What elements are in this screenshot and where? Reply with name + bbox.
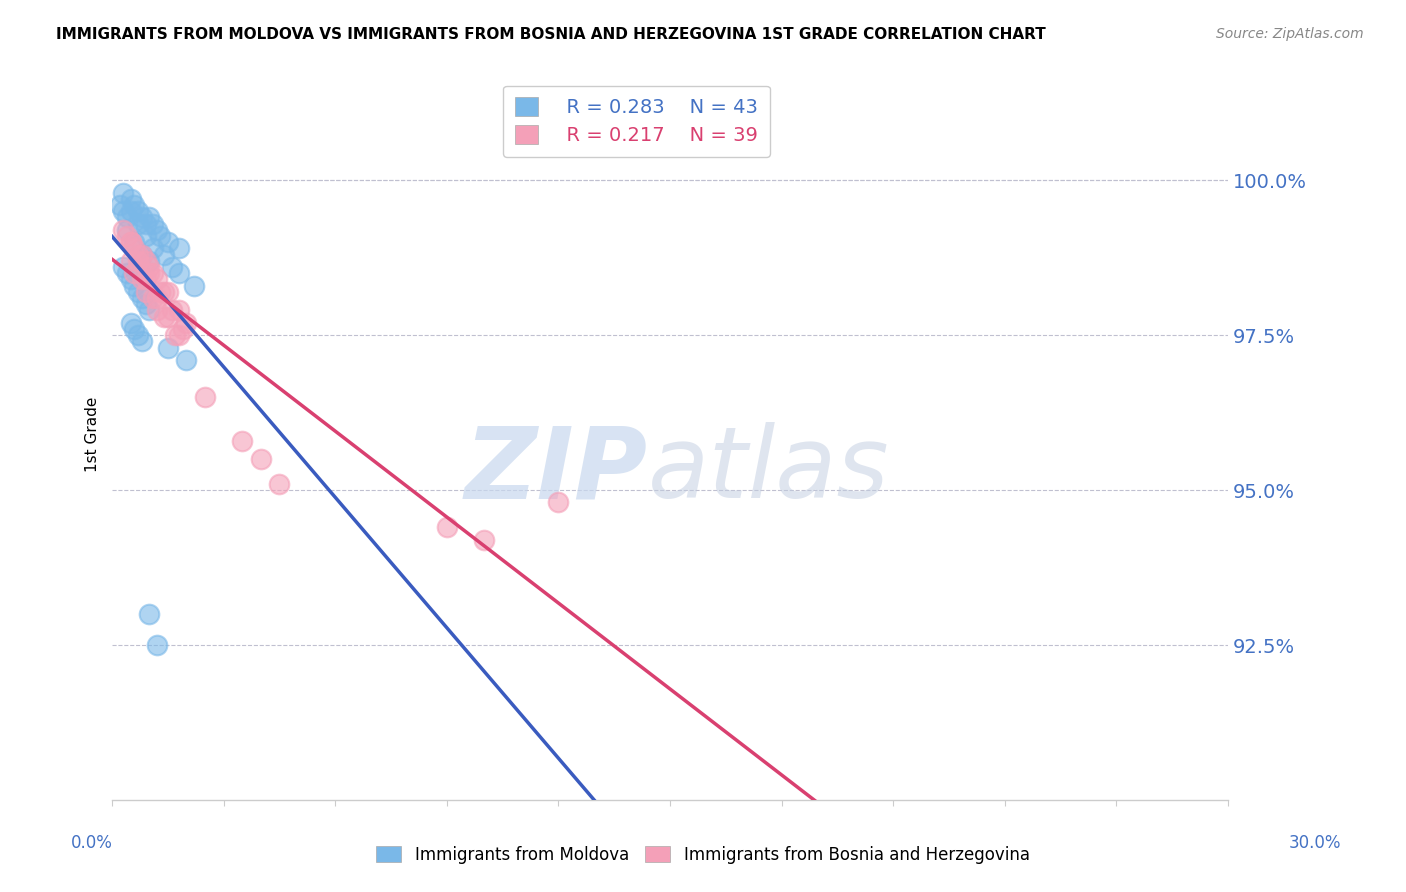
Point bbox=[156, 341, 179, 355]
Point bbox=[156, 285, 179, 299]
Point bbox=[167, 303, 190, 318]
Point bbox=[165, 328, 187, 343]
Point bbox=[127, 285, 149, 299]
Legend:   R = 0.283    N = 43,   R = 0.217    N = 39: R = 0.283 N = 43, R = 0.217 N = 39 bbox=[503, 86, 769, 157]
Point bbox=[131, 247, 153, 261]
Point bbox=[142, 291, 165, 305]
Point bbox=[135, 253, 157, 268]
Point bbox=[145, 223, 167, 237]
Point bbox=[127, 328, 149, 343]
Point bbox=[135, 272, 157, 286]
Point bbox=[124, 235, 146, 249]
Text: 30.0%: 30.0% bbox=[1288, 834, 1341, 852]
Point bbox=[112, 223, 135, 237]
Point bbox=[183, 278, 205, 293]
Point bbox=[145, 303, 167, 318]
Point bbox=[149, 228, 172, 243]
Point bbox=[127, 247, 149, 261]
Point bbox=[160, 303, 183, 318]
Point bbox=[127, 217, 149, 231]
Point bbox=[145, 291, 167, 305]
Point bbox=[131, 334, 153, 349]
Point bbox=[115, 223, 138, 237]
Point bbox=[149, 285, 172, 299]
Point bbox=[231, 434, 253, 448]
Point bbox=[194, 390, 217, 404]
Point bbox=[138, 266, 160, 280]
Point bbox=[127, 204, 149, 219]
Point bbox=[138, 253, 160, 268]
Point bbox=[176, 316, 198, 330]
Point bbox=[112, 260, 135, 274]
Point bbox=[124, 198, 146, 212]
Point bbox=[131, 247, 153, 261]
Point bbox=[269, 476, 291, 491]
Y-axis label: 1st Grade: 1st Grade bbox=[86, 397, 100, 472]
Text: atlas: atlas bbox=[648, 423, 889, 519]
Point bbox=[142, 241, 165, 255]
Point bbox=[436, 520, 458, 534]
Point bbox=[250, 452, 273, 467]
Point bbox=[120, 204, 142, 219]
Point bbox=[127, 253, 149, 268]
Point bbox=[112, 186, 135, 200]
Point bbox=[142, 217, 165, 231]
Point bbox=[167, 266, 190, 280]
Point bbox=[153, 285, 176, 299]
Text: 0.0%: 0.0% bbox=[70, 834, 112, 852]
Point bbox=[115, 266, 138, 280]
Point bbox=[135, 297, 157, 311]
Point bbox=[124, 266, 146, 280]
Point bbox=[124, 241, 146, 255]
Point bbox=[120, 235, 142, 249]
Point bbox=[472, 533, 495, 547]
Point bbox=[131, 272, 153, 286]
Point bbox=[172, 322, 194, 336]
Point bbox=[115, 211, 138, 225]
Point bbox=[120, 192, 142, 206]
Point bbox=[135, 228, 157, 243]
Point bbox=[138, 211, 160, 225]
Point bbox=[160, 260, 183, 274]
Point bbox=[108, 198, 131, 212]
Point bbox=[115, 228, 138, 243]
Point bbox=[135, 285, 157, 299]
Point bbox=[153, 310, 176, 324]
Point bbox=[153, 247, 176, 261]
Point bbox=[120, 253, 142, 268]
Point bbox=[138, 303, 160, 318]
Point bbox=[167, 241, 190, 255]
Text: IMMIGRANTS FROM MOLDOVA VS IMMIGRANTS FROM BOSNIA AND HERZEGOVINA 1ST GRADE CORR: IMMIGRANTS FROM MOLDOVA VS IMMIGRANTS FR… bbox=[56, 27, 1046, 42]
Point bbox=[120, 272, 142, 286]
Point bbox=[138, 607, 160, 621]
Point bbox=[145, 638, 167, 652]
Point bbox=[138, 260, 160, 274]
Point bbox=[176, 352, 198, 367]
Point bbox=[124, 278, 146, 293]
Point bbox=[131, 211, 153, 225]
Point bbox=[156, 235, 179, 249]
Point bbox=[142, 266, 165, 280]
Point bbox=[124, 322, 146, 336]
Point bbox=[135, 217, 157, 231]
Point bbox=[145, 272, 167, 286]
Point bbox=[156, 310, 179, 324]
Legend: Immigrants from Moldova, Immigrants from Bosnia and Herzegovina: Immigrants from Moldova, Immigrants from… bbox=[370, 839, 1036, 871]
Point bbox=[131, 291, 153, 305]
Point bbox=[547, 495, 569, 509]
Text: Source: ZipAtlas.com: Source: ZipAtlas.com bbox=[1216, 27, 1364, 41]
Point bbox=[112, 204, 135, 219]
Point bbox=[167, 328, 190, 343]
Point bbox=[120, 235, 142, 249]
Point bbox=[120, 316, 142, 330]
Text: ZIP: ZIP bbox=[464, 423, 648, 519]
